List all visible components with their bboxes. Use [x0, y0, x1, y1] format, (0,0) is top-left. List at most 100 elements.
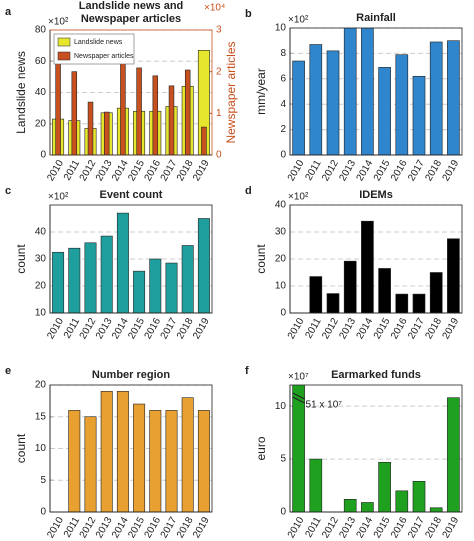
y-tick-label: 5 [280, 454, 286, 465]
x-tick-label: 2019 [441, 515, 462, 540]
bar [309, 276, 323, 313]
y-tick-label: 30 [35, 254, 47, 265]
chart-title: Newspaper articles [81, 13, 181, 25]
x-tick-label: 2015 [372, 158, 393, 183]
bar [378, 268, 391, 313]
annotation-mark [292, 396, 305, 404]
x-tick-label: 2014 [355, 316, 376, 341]
bar [68, 410, 81, 512]
bar [68, 247, 81, 313]
bar [100, 235, 113, 313]
y-tick-label: 20 [35, 118, 47, 129]
chart-title: IDEMs [359, 189, 393, 201]
y-tick-label: 10 [275, 401, 287, 412]
x-tick-label: 2019 [191, 515, 212, 540]
bar [378, 461, 391, 512]
bar [165, 262, 178, 313]
bar [197, 218, 210, 313]
bar [184, 69, 191, 155]
y-axis-label: count [14, 244, 28, 274]
panel-label: b [245, 8, 252, 20]
panel-label: e [5, 365, 11, 377]
bar [292, 385, 305, 512]
bar [103, 111, 110, 155]
y-exponent: ×10² [288, 192, 309, 203]
y-tick-label: 4 [280, 99, 286, 110]
y-axis-label: count [14, 433, 28, 463]
x-tick-label: 2013 [337, 515, 358, 540]
panel-label: f [245, 365, 249, 377]
chart-title: Event count [100, 189, 163, 201]
bar [197, 410, 210, 512]
x-tick-label: 2018 [423, 316, 444, 341]
y-exponent: ×10² [288, 15, 309, 26]
y-exponent: ×10² [48, 17, 69, 28]
bar [412, 481, 426, 512]
y-tick-label: 15 [35, 411, 47, 422]
bar [133, 403, 146, 512]
y-tick-label: 40 [275, 200, 287, 211]
bar [71, 71, 78, 155]
bar [55, 59, 61, 155]
y-tick-label: 10 [275, 23, 287, 34]
x-tick-label: 2010 [45, 316, 66, 341]
y2-tick-label: 0 [216, 150, 222, 161]
bar [309, 458, 323, 512]
bar [52, 251, 65, 313]
bars [52, 212, 210, 313]
y-axis-label: count [254, 244, 268, 274]
x-tick-label: 2010 [45, 158, 66, 183]
y-tick-label: 20 [35, 380, 47, 391]
bar [197, 50, 210, 155]
bar [309, 44, 323, 155]
y-tick-label: 40 [35, 227, 47, 238]
y2-tick-label: 3 [216, 25, 222, 36]
bar [378, 67, 391, 155]
panel-label: a [5, 6, 12, 18]
bar [136, 67, 142, 155]
bar [84, 416, 97, 512]
x-tick-label: 2016 [389, 515, 410, 540]
bars [68, 391, 210, 512]
bar [343, 498, 357, 512]
y-tick-label: 20 [275, 254, 287, 265]
panel-label: d [245, 185, 252, 197]
x-tick-label: 2015 [372, 316, 393, 341]
bar [165, 410, 178, 512]
x-tick-label: 2019 [191, 316, 212, 341]
bars [292, 28, 460, 155]
x-tick-label: 2019 [191, 158, 212, 183]
x-tick-label: 2018 [423, 158, 444, 183]
bar [133, 270, 146, 313]
x-tick-label: 2016 [389, 158, 410, 183]
bar [152, 75, 159, 155]
bars [309, 220, 460, 313]
y-tick-label: 0 [280, 507, 286, 518]
bar [84, 242, 97, 313]
bar [412, 293, 426, 313]
y-tick-label: 10 [275, 281, 287, 292]
x-tick-label: 2017 [406, 158, 427, 183]
x-tick-label: 2013 [337, 158, 358, 183]
x-tick-label: 2010 [286, 515, 307, 540]
y-tick-label: 0 [40, 150, 46, 161]
y-tick-label: 20 [35, 281, 47, 292]
x-tick-label: 2012 [320, 158, 341, 183]
y-tick-label: 0 [40, 507, 46, 518]
y-tick-label: 10 [35, 443, 47, 454]
bar [395, 293, 409, 313]
bar [429, 41, 443, 155]
x-tick-label: 2013 [337, 316, 358, 341]
legend-label: Newspaper articles [74, 53, 134, 60]
bar [201, 126, 207, 155]
annotation: 51 x 10⁷ [305, 400, 342, 411]
x-tick-label: 2017 [406, 316, 427, 341]
bar [116, 391, 129, 512]
chart-title: Rainfall [356, 12, 396, 24]
bar [343, 28, 357, 155]
y-axis-label: euro [254, 436, 268, 460]
y-axis-label: Landslide news [14, 51, 28, 134]
y2-axis-label: Newspaper articles [224, 41, 238, 143]
y-tick-label: 10 [35, 308, 47, 319]
